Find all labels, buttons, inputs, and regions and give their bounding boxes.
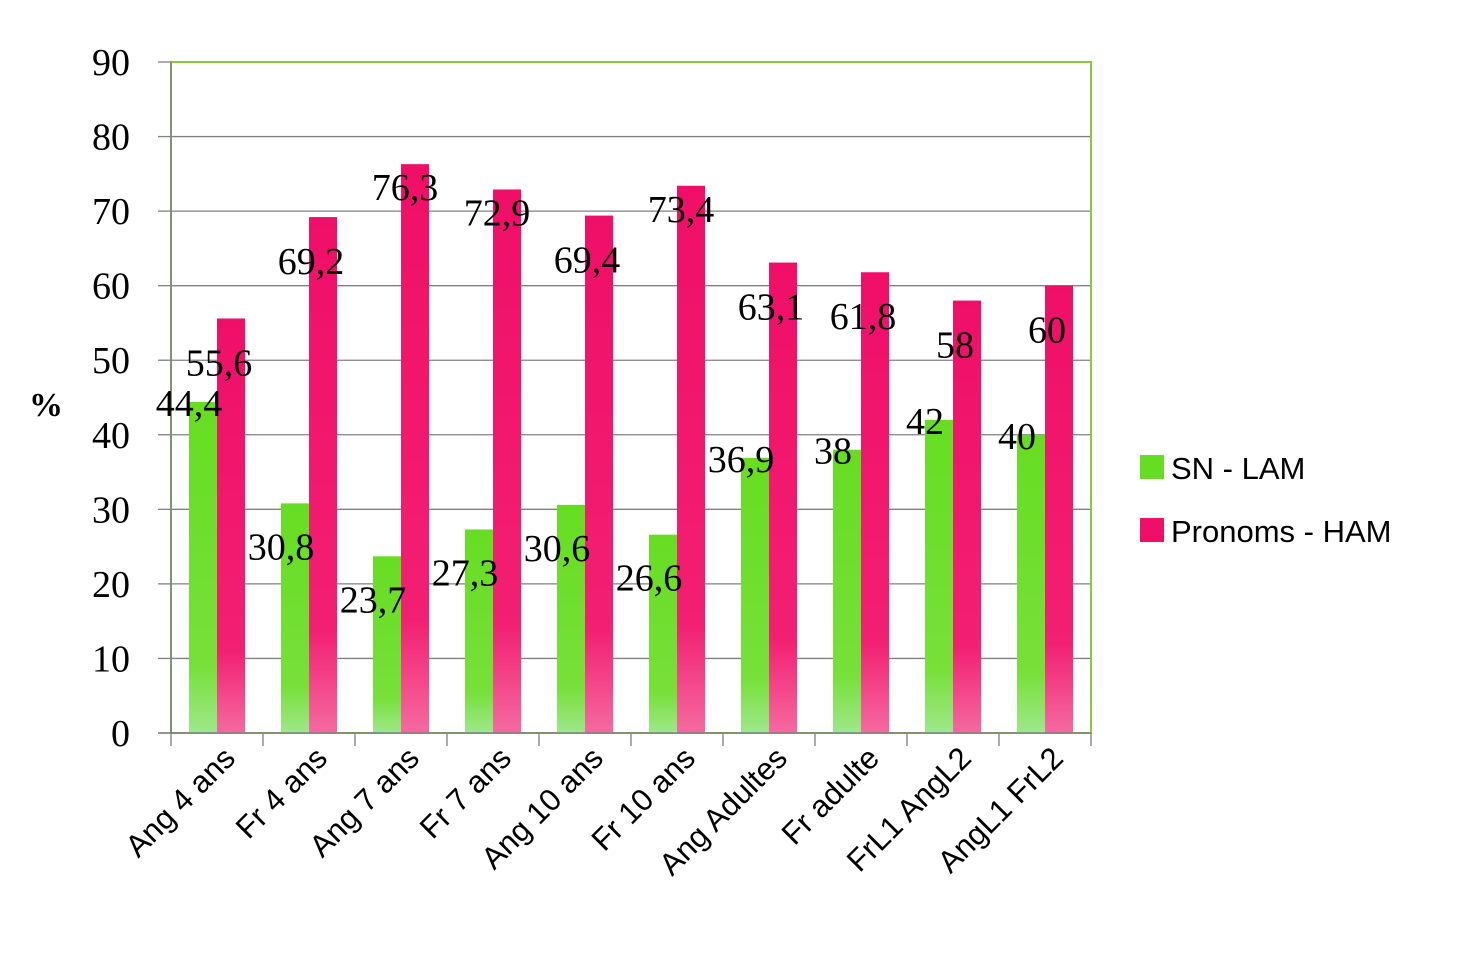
data-label: 42 (906, 401, 944, 443)
y-tick-label: 50 (92, 340, 130, 382)
data-label: 30,6 (524, 528, 591, 570)
y-tick-label: 40 (92, 415, 130, 457)
data-label: 69,2 (278, 241, 345, 283)
bar-sn-lam (741, 457, 769, 733)
bars (189, 164, 1073, 734)
y-tick-label: 20 (92, 564, 130, 606)
data-label: 30,8 (248, 526, 315, 568)
data-label: 38 (814, 431, 852, 473)
y-tick-label: 70 (92, 191, 130, 233)
legend: SN - LAM Pronoms - HAM (1140, 451, 1391, 549)
bar-pronoms-ham (585, 215, 613, 733)
data-label: 23,7 (340, 579, 407, 621)
data-label: 63,1 (738, 287, 805, 329)
data-label: 36,9 (708, 439, 775, 481)
legend-label: SN - LAM (1171, 451, 1305, 486)
data-label: 76,3 (372, 167, 439, 209)
bar-sn-lam (281, 503, 309, 733)
data-label: 73,4 (648, 189, 715, 231)
data-label: 55,6 (186, 342, 253, 384)
data-label: 72,9 (464, 192, 531, 234)
data-label: 58 (936, 325, 974, 367)
bar-pronoms-ham (677, 185, 705, 734)
y-tick-label: 0 (111, 713, 130, 755)
legend-swatch (1140, 455, 1164, 479)
y-axis-label: % (29, 387, 63, 424)
bar-pronoms-ham (861, 272, 889, 733)
bar-pronoms-ham (493, 189, 521, 734)
bar-pronoms-ham (769, 262, 797, 733)
data-label: 61,8 (830, 296, 897, 338)
y-tick-label: 30 (92, 489, 130, 531)
bar-sn-lam (189, 401, 217, 733)
data-label: 26,6 (616, 558, 683, 600)
bar-pronoms-ham (953, 300, 981, 733)
y-tick-label: 80 (92, 117, 130, 159)
y-tick-label: 60 (92, 266, 130, 308)
x-tick-label: Ang 4 ans (118, 740, 241, 863)
data-labels: 44,4 30,8 23,7 27,3 30,6 26,6 36,9 38 42 40 55,6 69… (156, 167, 1066, 621)
bar-sn-lam (465, 529, 493, 733)
bar-sn-lam (833, 449, 861, 733)
data-label: 60 (1028, 310, 1066, 352)
bar-sn-lam (649, 534, 677, 733)
bar-sn-lam (1017, 434, 1045, 733)
data-label: 27,3 (432, 552, 499, 594)
bar-pronoms-ham (401, 164, 429, 733)
bar-pronoms-ham (1045, 285, 1073, 733)
y-tick-label: 10 (92, 638, 130, 680)
bar-sn-lam (925, 419, 953, 733)
bar-sn-lam (557, 504, 585, 733)
bar-sn-lam (373, 556, 401, 733)
data-label: 69,4 (554, 240, 621, 282)
bar-pronoms-ham (309, 217, 337, 733)
legend-swatch (1140, 518, 1164, 542)
data-label: 44,4 (156, 383, 223, 425)
data-label: 40 (998, 416, 1036, 458)
legend-label: Pronoms - HAM (1171, 514, 1391, 549)
bar-pronoms-ham (217, 318, 245, 733)
y-tick-label: 90 (92, 42, 130, 84)
